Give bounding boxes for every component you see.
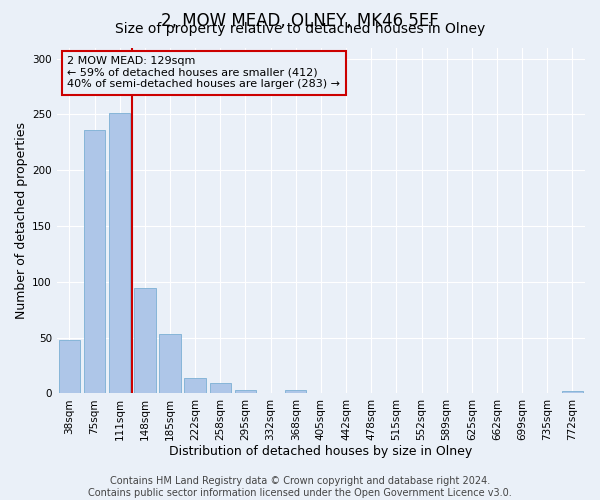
Bar bbox=[159, 334, 181, 394]
Bar bbox=[59, 340, 80, 394]
Bar bbox=[109, 114, 130, 394]
Bar bbox=[235, 390, 256, 394]
Bar bbox=[134, 288, 155, 394]
Bar bbox=[209, 384, 231, 394]
Bar bbox=[84, 130, 105, 394]
Bar bbox=[562, 391, 583, 394]
Text: Size of property relative to detached houses in Olney: Size of property relative to detached ho… bbox=[115, 22, 485, 36]
Text: 2 MOW MEAD: 129sqm
← 59% of detached houses are smaller (412)
40% of semi-detach: 2 MOW MEAD: 129sqm ← 59% of detached hou… bbox=[67, 56, 340, 90]
Text: 2, MOW MEAD, OLNEY, MK46 5EF: 2, MOW MEAD, OLNEY, MK46 5EF bbox=[161, 12, 439, 30]
Y-axis label: Number of detached properties: Number of detached properties bbox=[15, 122, 28, 319]
Bar bbox=[285, 390, 307, 394]
Bar bbox=[184, 378, 206, 394]
X-axis label: Distribution of detached houses by size in Olney: Distribution of detached houses by size … bbox=[169, 444, 473, 458]
Text: Contains HM Land Registry data © Crown copyright and database right 2024.
Contai: Contains HM Land Registry data © Crown c… bbox=[88, 476, 512, 498]
